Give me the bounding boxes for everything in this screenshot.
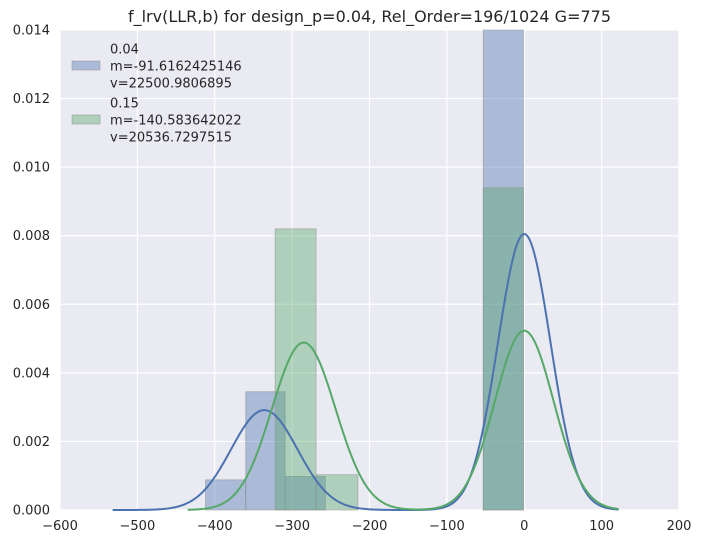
y-tick-labels: 0.000 0.002 0.004 0.006 0.008 0.010 0.012 0.014 — [13, 24, 50, 519]
x-tick-label: 0 — [520, 519, 528, 534]
y-tick-label: 0.006 — [13, 298, 50, 313]
histogram-bars — [205, 29, 524, 511]
legend: 0.04 m=-91.6162425146 v=22500.9806895 0.1… — [71, 43, 242, 146]
legend-label-series-1: m=-140.583642022 — [110, 114, 242, 129]
y-tick-label: 0.010 — [13, 161, 50, 176]
y-tick-label: 0.000 — [13, 504, 50, 519]
legend-label-series-0: m=-91.6162425146 — [110, 60, 242, 75]
x-tick-labels: −600 −500 −400 −300 −200 −100 0 100 200 — [42, 519, 691, 534]
x-tick-label: −400 — [197, 519, 233, 534]
legend-swatch-series-0 — [71, 60, 101, 71]
y-tick-label: 0.002 — [13, 435, 50, 450]
chart-title: f_lrv(LLR,b) for design_p=0.04, Rel_Orde… — [127, 7, 612, 26]
y-tick-label: 0.008 — [13, 229, 50, 244]
histogram-bar-series-0 — [205, 479, 247, 511]
x-tick-label: −200 — [352, 519, 388, 534]
x-tick-label: −300 — [274, 519, 310, 534]
x-tick-label: 200 — [667, 519, 692, 534]
kde-curves — [112, 233, 619, 511]
x-tick-label: −500 — [120, 519, 156, 534]
y-tick-label: 0.014 — [13, 24, 50, 39]
histogram-bar-series-1 — [315, 474, 359, 511]
histogram-bar-series-1 — [482, 187, 524, 511]
histogram-bar-series-0 — [245, 391, 286, 511]
y-tick-label: 0.012 — [13, 92, 50, 107]
histogram-bar-series-1 — [274, 228, 317, 511]
x-tick-label: −600 — [42, 519, 78, 534]
y-tick-label: 0.004 — [13, 366, 50, 381]
legend-label-series-1: v=20536.7297515 — [110, 131, 232, 146]
histogram-bar-series-0 — [284, 475, 326, 511]
kde-curve-series-1 — [187, 329, 619, 511]
legend-label-series-0: v=22500.9806895 — [110, 77, 232, 92]
legend-label-series-0: 0.04 — [110, 43, 139, 58]
x-tick-label: −100 — [429, 519, 465, 534]
x-tick-label: 100 — [589, 519, 614, 534]
legend-swatch-series-1 — [71, 114, 101, 125]
kde-curve-series-0 — [112, 233, 619, 511]
legend-label-series-1: 0.15 — [110, 97, 139, 112]
